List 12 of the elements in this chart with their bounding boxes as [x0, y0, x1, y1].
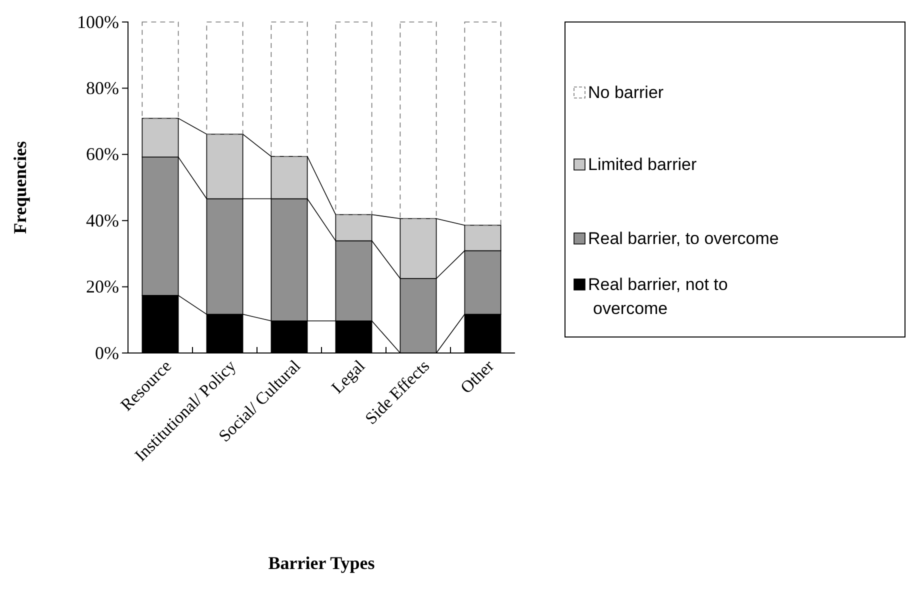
y-tick-label: 60%	[86, 144, 119, 164]
y-axis-title: Frequencies	[10, 141, 30, 234]
y-tick-label: 40%	[86, 210, 119, 230]
legend-label: Limited barrier	[588, 155, 697, 174]
legend-label: Real barrier, not to overcome	[588, 275, 728, 318]
y-tick-label: 20%	[86, 276, 119, 297]
x-axis-title: Barrier Types	[268, 553, 375, 573]
legend-label: Real barrier, to overcome	[588, 229, 779, 248]
y-tick-label: 100%	[77, 12, 119, 32]
legend-label: No barrier	[588, 83, 664, 102]
y-tick-label: 80%	[86, 78, 119, 98]
y-tick-label: 0%	[95, 342, 119, 363]
